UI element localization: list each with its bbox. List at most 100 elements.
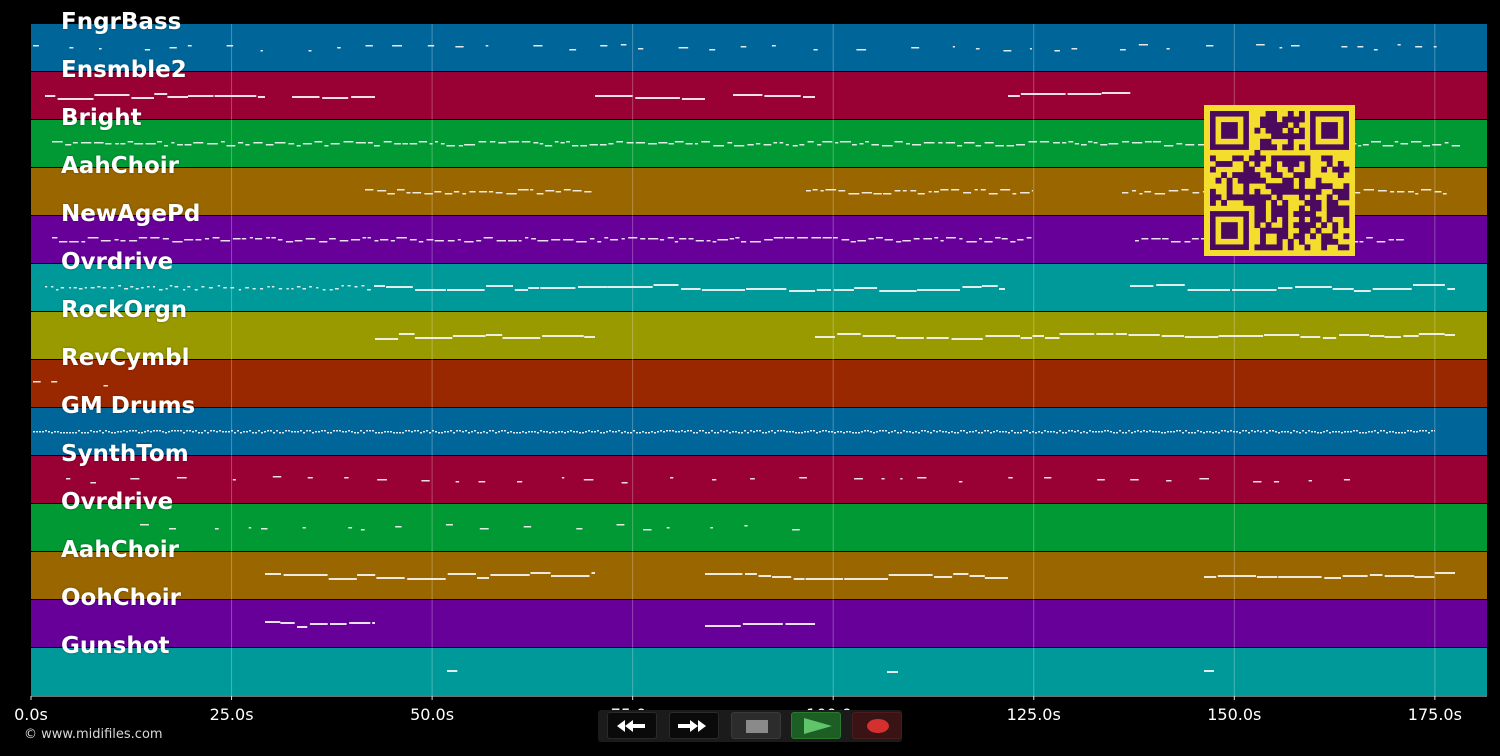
record-button[interactable] [852, 712, 902, 739]
note-mark [572, 190, 582, 192]
note-mark [1185, 430, 1187, 432]
note-mark [237, 430, 239, 432]
note-mark [510, 431, 512, 433]
note-mark [1026, 237, 1032, 239]
note-mark [975, 430, 977, 432]
note-mark [418, 241, 424, 243]
note-mark [854, 287, 878, 289]
note-mark [348, 527, 353, 529]
note-mark [773, 142, 778, 144]
note-mark [103, 385, 108, 387]
rewind-button[interactable] [607, 712, 657, 739]
note-mark [1059, 430, 1061, 432]
note-mark [536, 193, 544, 195]
note-mark [930, 432, 932, 434]
note-mark [755, 143, 761, 145]
note-mark [1218, 432, 1220, 434]
note-mark [328, 578, 357, 580]
note-mark [1305, 432, 1307, 434]
fast-forward-button[interactable] [669, 712, 719, 739]
note-mark [1314, 431, 1316, 433]
note-mark [591, 572, 595, 574]
note-mark [674, 241, 679, 243]
note-mark [638, 48, 644, 50]
note-mark [554, 141, 559, 143]
note-mark [1232, 289, 1277, 291]
note-mark [167, 96, 188, 98]
note-mark [834, 432, 836, 434]
note-mark [927, 431, 929, 433]
note-mark [792, 431, 794, 433]
note-mark [825, 189, 837, 191]
note-mark [308, 50, 312, 52]
stop-button[interactable] [731, 712, 781, 739]
note-mark [773, 237, 784, 239]
note-mark [249, 430, 251, 432]
play-button[interactable] [791, 712, 841, 739]
note-mark [1068, 141, 1074, 143]
note-mark [343, 141, 354, 143]
note-mark [485, 334, 503, 336]
note-mark [621, 432, 623, 434]
note-mark [72, 142, 78, 144]
note-mark [52, 237, 58, 239]
note-mark [1363, 189, 1374, 191]
note-mark [45, 430, 47, 432]
note-mark [1278, 287, 1293, 289]
note-mark [1296, 431, 1298, 433]
note-mark [349, 622, 371, 624]
note-mark [816, 432, 818, 434]
note-mark [485, 45, 489, 47]
note-mark [546, 431, 548, 433]
note-mark [570, 430, 572, 432]
note-mark [110, 287, 114, 289]
note-mark [741, 432, 743, 434]
note-mark [266, 237, 270, 239]
note-mark [174, 286, 179, 288]
note-mark [483, 237, 493, 239]
note-mark [129, 430, 131, 432]
rewind-icon [617, 720, 645, 732]
note-mark [735, 431, 737, 433]
note-mark [846, 431, 848, 433]
note-mark [701, 141, 710, 143]
note-mark [921, 430, 923, 432]
note-mark [1144, 191, 1152, 193]
note-mark [1396, 239, 1404, 241]
note-mark [1184, 241, 1191, 243]
note-mark [551, 239, 561, 241]
note-mark [1392, 431, 1394, 433]
note-mark [63, 432, 65, 434]
note-mark [489, 141, 496, 143]
note-mark [282, 432, 284, 434]
note-mark [1149, 430, 1151, 432]
tick-label: 50.0s [410, 705, 455, 724]
stop-icon [746, 720, 768, 733]
note-mark [118, 285, 121, 287]
note-mark [1029, 48, 1032, 50]
note-mark [48, 431, 50, 433]
note-mark [840, 431, 842, 433]
note-mark [253, 142, 263, 144]
transport-controls [598, 710, 902, 742]
note-mark [90, 287, 95, 289]
note-mark [838, 190, 846, 192]
note-mark [813, 49, 818, 51]
note-mark [1322, 337, 1337, 339]
note-mark [489, 430, 491, 432]
note-mark [917, 477, 927, 479]
note-mark [1368, 431, 1370, 433]
note-mark [147, 430, 149, 432]
note-mark [972, 431, 974, 433]
note-mark [321, 430, 323, 432]
note-mark [212, 237, 220, 239]
note-mark [469, 191, 476, 193]
note-mark [434, 240, 444, 242]
note-mark [835, 142, 839, 144]
note-mark [498, 431, 500, 433]
note-mark [799, 477, 807, 479]
note-mark [771, 430, 773, 432]
note-mark [1371, 431, 1373, 433]
note-mark [572, 145, 579, 147]
note-mark [1135, 240, 1139, 242]
